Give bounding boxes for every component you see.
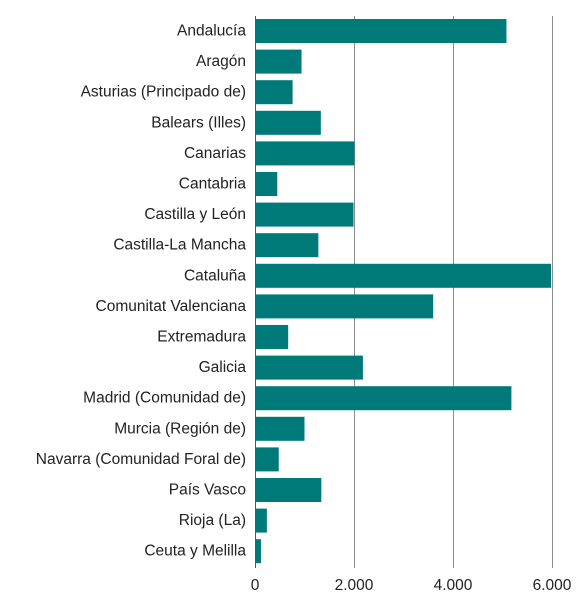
category-label: Castilla-La Mancha [113,237,246,254]
bar-5 [255,172,278,196]
bar-12 [255,386,512,411]
bar-13 [255,416,305,441]
category-label: Cataluña [184,267,246,284]
category-label: Murcia (Región de) [114,420,246,437]
category-label: Madrid (Comunidad de) [83,390,246,407]
x-tick-label: 2.000 [335,577,374,592]
category-label: Comunitat Valenciana [96,298,247,315]
bar-1 [255,49,302,74]
bar-11 [255,355,363,380]
tick-label-layer: 0 2.000 4.000 6.000 [251,577,572,594]
x-tick-label: 4.000 [434,577,473,592]
bar-7 [255,233,319,258]
bar-15 [255,478,322,502]
category-label: Aragón [196,53,246,70]
bar-layer [255,19,552,564]
category-label: Andalucía [177,23,246,40]
grid-layer [354,16,553,568]
category-label: Rioja (La) [179,512,246,529]
bar-16 [255,508,267,533]
category-label: Galicia [199,359,247,376]
category-label: Cantabria [179,176,247,193]
category-label: Ceuta y Melilla [144,543,246,560]
x-tick-label: 0 [251,577,260,592]
category-label-layer: Andalucía Aragón Asturias (Principado de) B… [36,23,247,560]
bar-3 [255,110,321,135]
bar-2 [255,80,293,105]
x-tick-label: 6.000 [533,577,572,592]
bar-14 [255,447,279,472]
bar-17 [255,539,261,564]
category-label: Extremadura [157,329,246,346]
category-label: Castilla y León [144,206,246,223]
category-label: Asturias (Principado de) [81,84,246,101]
category-label: Navarra (Comunidad Foral de) [36,451,246,468]
category-label: País Vasco [169,482,246,499]
bar-4 [255,141,355,166]
bar-10 [255,325,289,349]
bar-0 [255,19,507,43]
bar-8 [255,263,552,288]
bar-9 [255,294,434,319]
category-label: Balears (Illes) [151,114,246,131]
bar-6 [255,202,354,227]
category-label: Canarias [184,145,246,162]
